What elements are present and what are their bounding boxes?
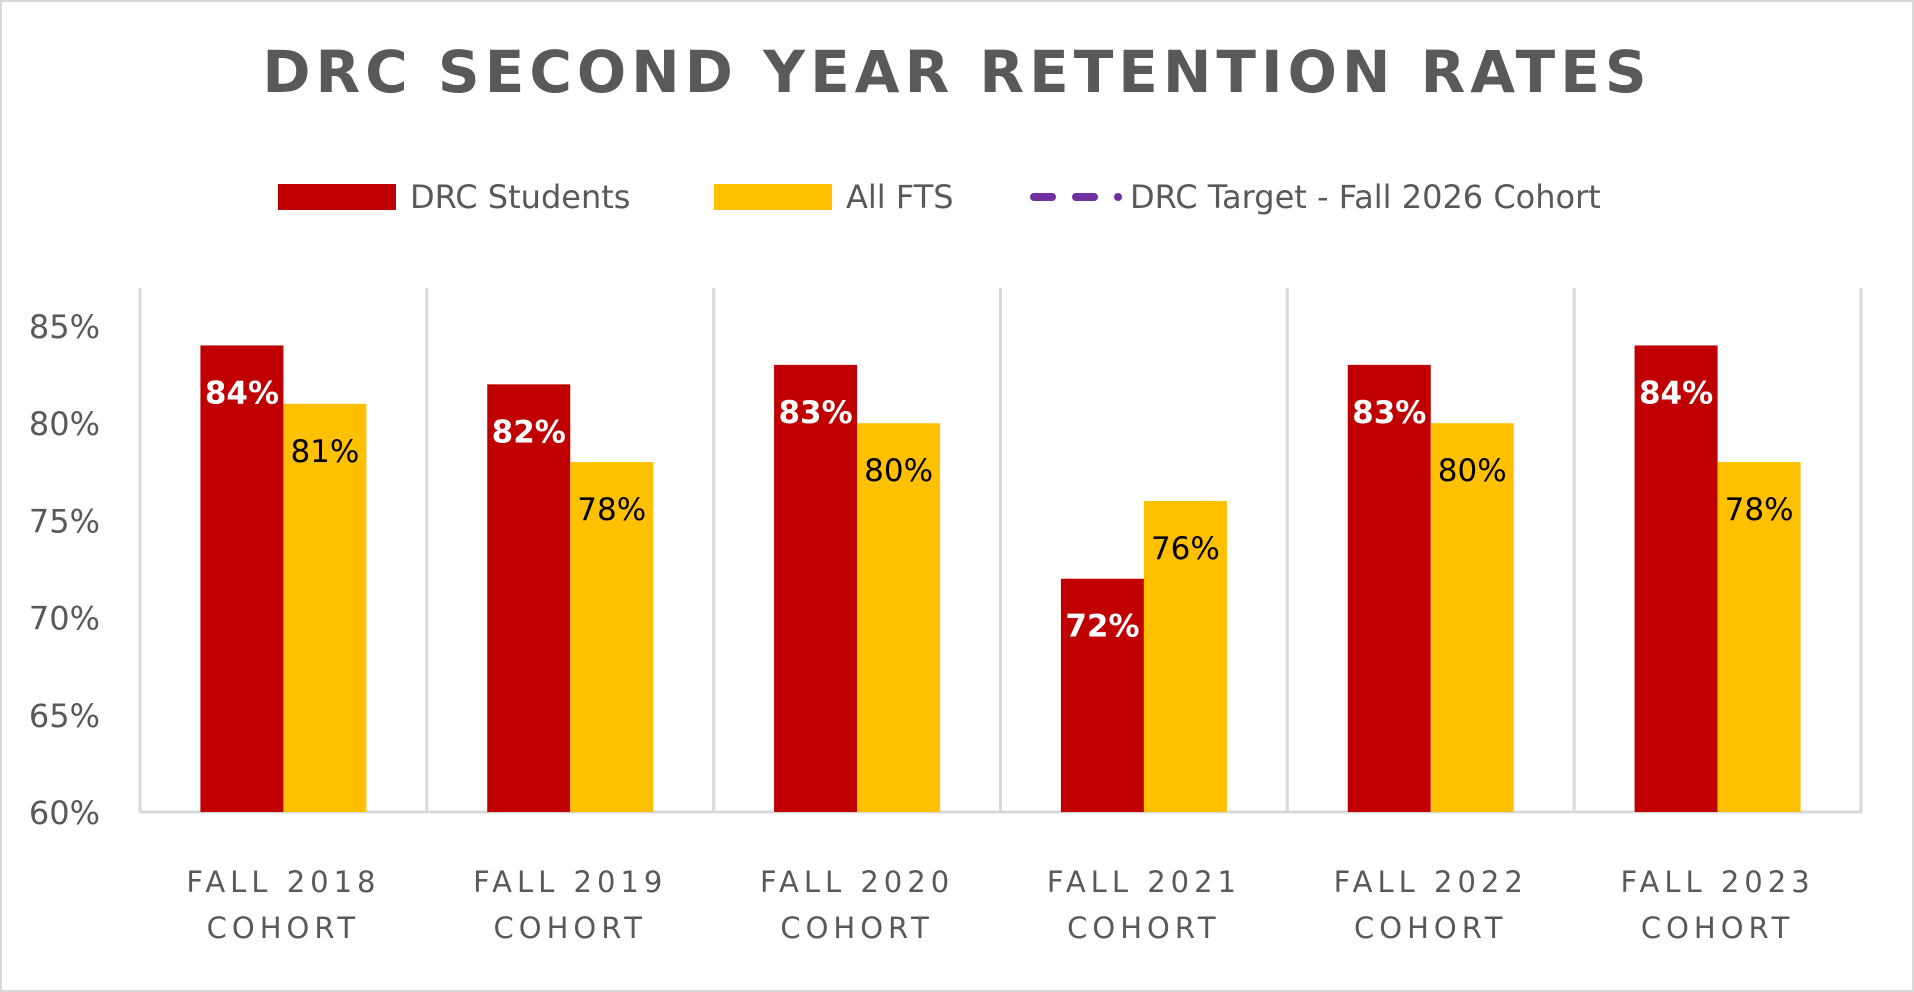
- bar-drc-students: [1060, 578, 1144, 812]
- x-tick-label: COHORT: [207, 911, 360, 945]
- x-tick-label: COHORT: [1641, 911, 1794, 945]
- data-label-drc-students: 83%: [1352, 395, 1426, 431]
- data-label-all-fts: 76%: [1151, 531, 1220, 567]
- bar-all-fts: [1143, 500, 1227, 812]
- legend-item-drc-students[interactable]: DRC Students: [278, 172, 630, 222]
- bar-all-fts: [283, 403, 367, 812]
- legend-swatch-all-fts: [714, 184, 832, 210]
- bar-drc-students: [1347, 364, 1431, 812]
- x-tick-label: COHORT: [1067, 911, 1220, 945]
- dashed-line-icon: [1030, 193, 1122, 201]
- x-tick-label: COHORT: [1354, 911, 1507, 945]
- data-label-drc-students: 72%: [1065, 609, 1139, 645]
- x-tick-label: FALL 2018: [186, 865, 380, 899]
- data-label-drc-students: 83%: [778, 395, 852, 431]
- x-tick-label: COHORT: [494, 911, 647, 945]
- bar-all-fts: [857, 423, 941, 812]
- data-label-drc-students: 82%: [492, 414, 566, 450]
- bar-drc-students: [487, 384, 571, 812]
- y-tick-label: 85%: [29, 308, 100, 346]
- legend-item-all-fts[interactable]: All FTS: [714, 172, 954, 222]
- data-label-all-fts: 80%: [864, 453, 933, 489]
- data-label-all-fts: 80%: [1438, 453, 1507, 489]
- data-label-drc-students: 84%: [1639, 375, 1713, 411]
- y-tick-label: 70%: [29, 600, 100, 638]
- y-tick-label: 60%: [29, 794, 100, 832]
- x-tick-label: FALL 2022: [1334, 865, 1528, 899]
- x-tick-label: FALL 2021: [1047, 865, 1241, 899]
- legend-label-all-fts: All FTS: [846, 178, 954, 216]
- y-tick-label: 75%: [29, 502, 100, 540]
- bar-drc-students: [200, 345, 284, 812]
- bar-drc-students: [774, 364, 858, 812]
- data-label-all-fts: 81%: [290, 434, 359, 470]
- y-tick-label: 65%: [29, 697, 100, 735]
- legend-label-drc-students: DRC Students: [410, 178, 631, 216]
- legend-label-drc-target: DRC Target - Fall 2026 Cohort: [1130, 178, 1601, 216]
- data-label-all-fts: 78%: [1725, 492, 1794, 528]
- data-label-drc-students: 84%: [205, 375, 279, 411]
- legend: DRC Students All FTS DRC Target - Fall 2…: [0, 172, 1914, 222]
- x-tick-label: COHORT: [780, 911, 933, 945]
- bar-all-fts: [570, 462, 654, 812]
- x-tick-label: FALL 2019: [473, 865, 667, 899]
- y-tick-label: 80%: [29, 405, 100, 443]
- data-label-all-fts: 78%: [577, 492, 646, 528]
- bar-all-fts: [1717, 462, 1801, 812]
- chart-title: DRC SECOND YEAR RETENTION RATES: [262, 38, 1652, 106]
- bar-all-fts: [1430, 423, 1514, 812]
- legend-swatch-drc-students: [278, 184, 396, 210]
- x-tick-label: FALL 2023: [1620, 865, 1814, 899]
- legend-item-drc-target[interactable]: DRC Target - Fall 2026 Cohort: [1030, 172, 1601, 222]
- bar-drc-students: [1634, 345, 1718, 812]
- x-tick-label: FALL 2020: [760, 865, 954, 899]
